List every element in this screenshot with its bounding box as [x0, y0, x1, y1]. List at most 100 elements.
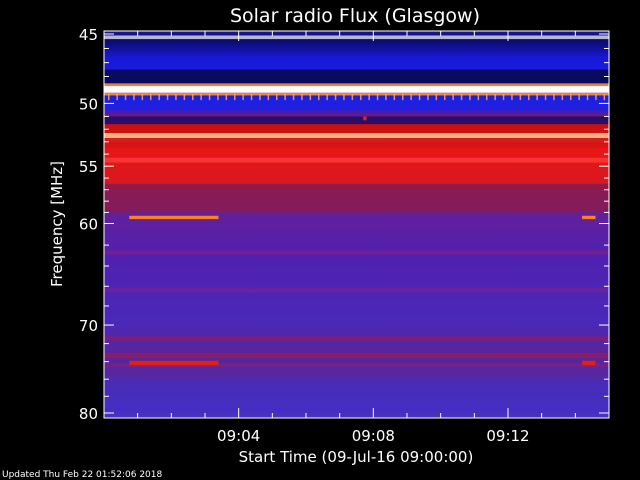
heatmap-marker — [234, 94, 236, 101]
heatmap-band — [104, 250, 609, 255]
heatmap-band — [104, 86, 609, 93]
heatmap-marker — [200, 94, 202, 101]
heatmap-band — [104, 92, 609, 96]
heatmap-band — [104, 363, 609, 367]
heatmap-marker — [208, 94, 211, 101]
heatmap-marker — [494, 94, 496, 101]
heatmap-band — [104, 69, 609, 85]
y-axis-label: Frequency [MHz] — [48, 161, 66, 287]
x-tick-label: 09:04 — [217, 427, 260, 445]
heatmap-marker — [292, 94, 295, 101]
heatmap-marker — [250, 94, 253, 101]
heatmap-band — [104, 138, 609, 142]
heatmap-marker — [141, 94, 144, 101]
heatmap-marker — [175, 94, 177, 101]
heatmap-marker — [469, 94, 471, 101]
plot-frame — [103, 30, 610, 419]
heatmap-marker — [519, 94, 522, 101]
heatmap-marker — [326, 94, 328, 101]
y-axis: 45 50 55 60 70 80 — [79, 26, 609, 423]
heatmap-marker — [586, 94, 589, 101]
heatmap-marker — [502, 94, 505, 101]
heatmap-band — [104, 288, 609, 293]
heatmap-marker — [553, 94, 555, 101]
heatmap-marker — [435, 94, 438, 101]
updated-timestamp: Updated Thu Feb 22 01:52:06 2018 — [2, 470, 163, 480]
y-tick-label: 70 — [79, 317, 98, 335]
heatmap-burst — [129, 360, 219, 366]
heatmap-band — [104, 35, 609, 40]
heatmap-marker — [301, 94, 303, 101]
heatmap-marker — [276, 94, 278, 101]
heatmap-marker — [460, 94, 463, 101]
heatmap-marker — [242, 94, 244, 101]
heatmap-marker — [158, 94, 160, 101]
y-tick-label: 50 — [79, 95, 98, 113]
heatmap-marker — [166, 94, 169, 101]
heatmap-marker — [259, 94, 261, 101]
heatmap-burst — [582, 215, 596, 220]
x-tick-label: 09:08 — [352, 427, 395, 445]
heatmap-marker — [183, 94, 186, 101]
heatmap-band — [104, 336, 609, 341]
heatmap-marker — [511, 94, 513, 101]
heatmap-marker — [217, 94, 219, 101]
heatmap-marker — [376, 94, 379, 101]
heatmap-marker — [477, 94, 480, 101]
heatmap-burst — [129, 215, 219, 220]
heatmap-marker — [393, 94, 396, 101]
heatmap-marker — [360, 94, 362, 101]
heatmap-marker — [309, 94, 312, 101]
heatmap-marker — [351, 94, 354, 101]
heatmap-marker — [578, 94, 580, 101]
heatmap-marker — [133, 94, 135, 101]
heatmap-marker — [427, 94, 429, 101]
heatmap-marker — [124, 94, 127, 101]
heatmap-marker — [544, 94, 547, 101]
heatmap-marker — [225, 94, 228, 101]
y-tick-label: 60 — [79, 216, 98, 234]
heatmap-marker — [410, 94, 412, 101]
heatmap-plot-area — [104, 31, 609, 418]
heatmap-burst — [582, 360, 596, 366]
heatmap-band — [104, 133, 609, 139]
heatmap-marker — [267, 94, 270, 101]
heatmap-band — [104, 379, 609, 413]
heatmap-marker — [116, 94, 118, 101]
heatmap-band — [104, 116, 609, 125]
y-tick-label: 45 — [79, 26, 98, 44]
heatmap-marker — [603, 94, 606, 101]
heatmap-marker — [150, 94, 152, 101]
heatmap-band — [104, 157, 609, 163]
y-tick-label: 80 — [79, 405, 98, 423]
heatmap-burst — [363, 116, 367, 121]
heatmap-marker — [536, 94, 538, 101]
heatmap-marker — [192, 94, 194, 101]
heatmap-marker — [561, 94, 564, 101]
heatmap-marker — [452, 94, 454, 101]
x-axis-label: Start Time (09-Jul-16 09:00:00) — [239, 448, 474, 466]
x-tick-label: 09:12 — [486, 427, 529, 445]
heatmap-marker — [334, 94, 337, 101]
heatmap-marker — [570, 94, 572, 101]
heatmap-marker — [368, 94, 370, 101]
heatmap-marker — [528, 94, 530, 101]
heatmap-marker — [108, 94, 110, 101]
heatmap-band — [104, 183, 609, 213]
heatmap-marker — [284, 94, 286, 101]
heatmap-marker — [318, 94, 320, 101]
heatmap-band — [104, 83, 609, 87]
y-tick-label: 55 — [79, 158, 98, 176]
heatmap-marker — [385, 94, 387, 101]
heatmap-marker — [595, 94, 597, 101]
x-axis: 09:04 09:08 09:12 — [137, 31, 576, 445]
heatmap-marker — [444, 94, 446, 101]
heatmap-band — [104, 352, 609, 359]
heatmap-marker — [418, 94, 421, 101]
chart-title: Solar radio Flux (Glasgow) — [230, 5, 480, 27]
heatmap-band — [104, 147, 609, 184]
heatmap-marker — [402, 94, 404, 101]
heatmap-marker — [343, 94, 345, 101]
heatmap-marker — [486, 94, 488, 101]
